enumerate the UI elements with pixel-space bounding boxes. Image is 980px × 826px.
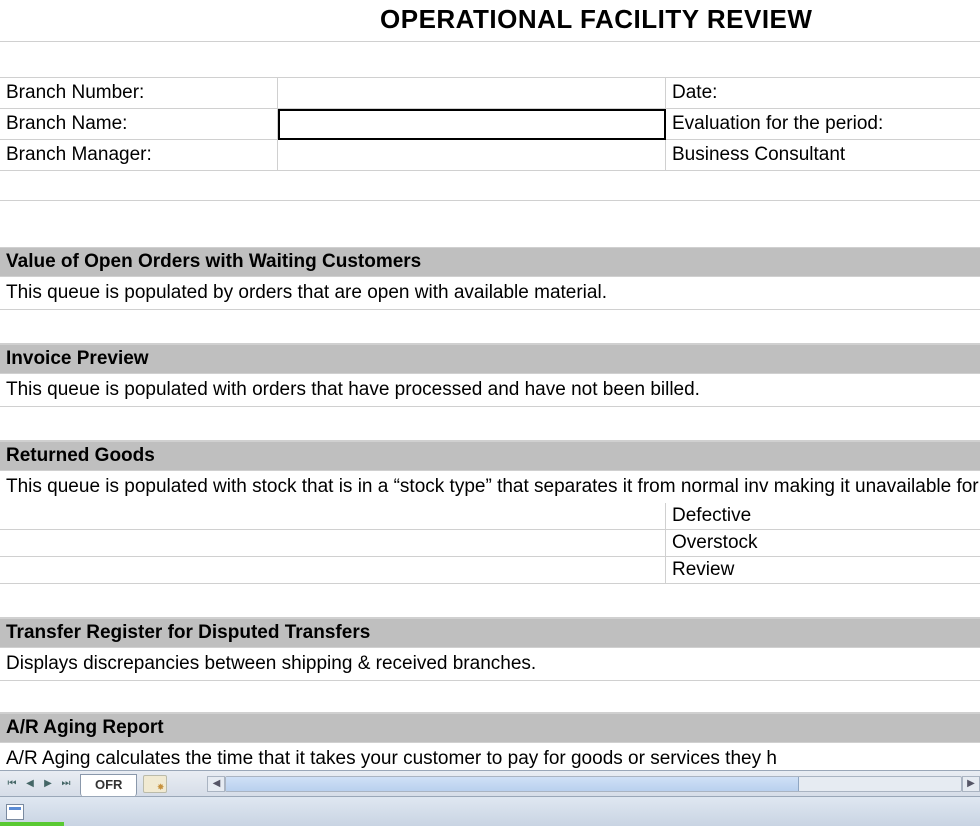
spacer-row bbox=[0, 584, 980, 618]
horizontal-scrollbar[interactable]: ◀ ▶ bbox=[207, 771, 980, 796]
section-description: This queue is populated by orders that a… bbox=[0, 277, 980, 310]
nav-prev-icon[interactable]: ◀ bbox=[22, 776, 38, 792]
section-description: This queue is populated with stock that … bbox=[0, 471, 980, 503]
scroll-left-icon[interactable]: ◀ bbox=[207, 776, 225, 792]
section-heading: Invoice Preview bbox=[0, 344, 980, 374]
branch-name-value[interactable] bbox=[278, 109, 666, 140]
new-sheet-button[interactable] bbox=[143, 775, 167, 793]
scroll-thumb[interactable] bbox=[226, 777, 799, 791]
sheet-tab-bar: ⏮ ◀ ▶ ⏭ OFR ◀ ▶ bbox=[0, 770, 980, 796]
spacer-row bbox=[0, 681, 980, 713]
status-bar bbox=[0, 796, 980, 826]
worksheet: OPERATIONAL FACILITY REVIEW Branch Numbe… bbox=[0, 0, 980, 775]
page-title: OPERATIONAL FACILITY REVIEW bbox=[0, 4, 980, 35]
date-label: Date: bbox=[666, 78, 980, 109]
section-heading: Returned Goods bbox=[0, 441, 980, 471]
subitem-row: Overstock bbox=[0, 530, 980, 557]
nav-first-icon[interactable]: ⏮ bbox=[4, 776, 20, 792]
info-grid: Branch Number: Date: Branch Name: Evalua… bbox=[0, 78, 980, 171]
title-row: OPERATIONAL FACILITY REVIEW bbox=[0, 0, 980, 42]
scroll-right-icon[interactable]: ▶ bbox=[962, 776, 980, 792]
taskbar-accent bbox=[0, 822, 64, 826]
spacer-row bbox=[0, 171, 980, 201]
subitem-row: Review bbox=[0, 557, 980, 584]
branch-number-label: Branch Number: bbox=[0, 78, 278, 109]
subitem-label: Overstock bbox=[666, 530, 980, 556]
status-icon[interactable] bbox=[6, 804, 24, 820]
branch-manager-label: Branch Manager: bbox=[0, 140, 278, 171]
section-description: This queue is populated with orders that… bbox=[0, 374, 980, 407]
branch-name-label: Branch Name: bbox=[0, 109, 278, 140]
nav-next-icon[interactable]: ▶ bbox=[40, 776, 56, 792]
subitem-label: Review bbox=[666, 557, 980, 583]
nav-last-icon[interactable]: ⏭ bbox=[58, 776, 74, 792]
sheet-nav-buttons: ⏮ ◀ ▶ ⏭ bbox=[0, 771, 78, 796]
branch-number-value[interactable] bbox=[278, 78, 666, 109]
section-description: Displays discrepancies between shipping … bbox=[0, 648, 980, 681]
evaluation-label: Evaluation for the period: bbox=[666, 109, 980, 140]
section-heading: Value of Open Orders with Waiting Custom… bbox=[0, 247, 980, 277]
scroll-track[interactable] bbox=[225, 776, 962, 792]
section-heading: A/R Aging Report bbox=[0, 713, 980, 743]
sheet-tab[interactable]: OFR bbox=[80, 774, 137, 797]
branch-manager-value[interactable] bbox=[278, 140, 666, 171]
spacer-row bbox=[0, 201, 980, 247]
spacer-row bbox=[0, 42, 980, 78]
spacer-row bbox=[0, 310, 980, 344]
subitem-row: Defective bbox=[0, 503, 980, 530]
consultant-label: Business Consultant bbox=[666, 140, 980, 171]
spacer-row bbox=[0, 407, 980, 441]
subitem-label: Defective bbox=[666, 503, 980, 529]
section-heading: Transfer Register for Disputed Transfers bbox=[0, 618, 980, 648]
